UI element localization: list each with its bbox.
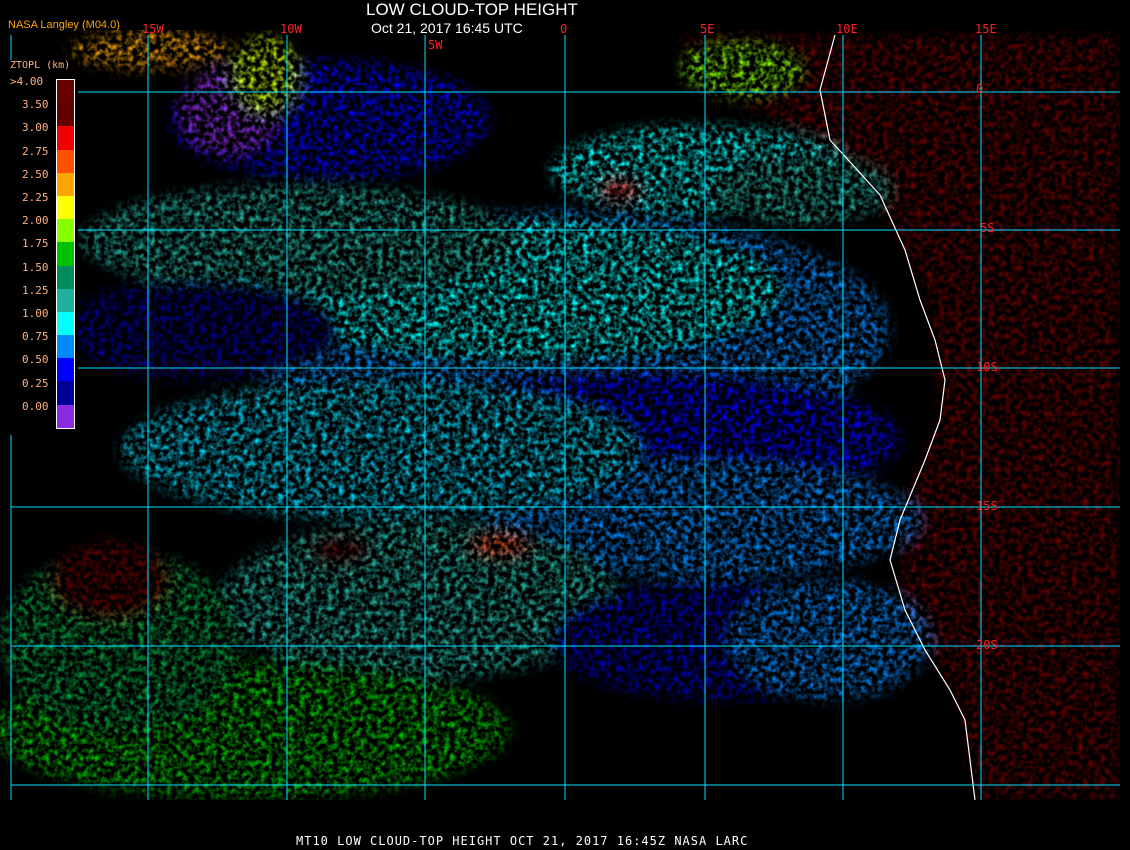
lon-label: 15E bbox=[975, 22, 997, 36]
lon-label: 10W bbox=[280, 22, 302, 36]
legend-label: 0.50 bbox=[22, 353, 49, 367]
lat-label: 5S bbox=[980, 221, 995, 235]
lon-label: 15W bbox=[142, 22, 164, 36]
legend-label: 2.50 bbox=[22, 167, 49, 181]
legend-swatch bbox=[57, 103, 74, 127]
legend-label: 2.00 bbox=[22, 214, 49, 228]
map-timestamp: Oct 21, 2017 16:45 UTC bbox=[371, 20, 523, 36]
legend-label: 3.00 bbox=[22, 121, 49, 135]
footer-caption: MT10 LOW CLOUD-TOP HEIGHT OCT 21, 2017 1… bbox=[296, 834, 749, 848]
lon-label: 5W bbox=[428, 38, 443, 52]
map-title: LOW CLOUD-TOP HEIGHT bbox=[366, 0, 578, 19]
lat-label: 0 bbox=[976, 82, 984, 96]
legend-label: >4.00 bbox=[10, 75, 44, 88]
legend-swatch bbox=[57, 80, 74, 104]
legend-label: 1.50 bbox=[22, 260, 49, 274]
lon-label: 0 bbox=[560, 22, 568, 36]
legend-swatch bbox=[57, 358, 74, 382]
legend-label: 0.75 bbox=[22, 330, 49, 344]
legend-swatch bbox=[57, 195, 74, 220]
legend-label: 2.25 bbox=[22, 191, 49, 204]
legend-label: 1.00 bbox=[22, 307, 49, 320]
lon-label: 10E bbox=[836, 22, 858, 36]
legend-label: 0.25 bbox=[22, 376, 49, 390]
legend-swatch bbox=[57, 172, 74, 196]
lon-label: 5E bbox=[700, 22, 715, 36]
legend-label: 2.75 bbox=[22, 144, 49, 158]
legend-swatch bbox=[57, 242, 74, 266]
legend-label: 0.00 bbox=[22, 399, 49, 413]
legend-label: 1.25 bbox=[22, 283, 49, 297]
lat-label: 20S bbox=[976, 638, 998, 652]
legend-swatch bbox=[57, 265, 74, 289]
lat-label: 15S bbox=[976, 499, 998, 513]
legend-swatch bbox=[57, 311, 74, 336]
colorbar bbox=[56, 79, 75, 429]
legend-swatch bbox=[57, 335, 74, 359]
legend-swatch bbox=[57, 381, 74, 405]
legend-swatch bbox=[57, 149, 74, 173]
legend-label: 3.50 bbox=[22, 98, 49, 112]
legend-swatch bbox=[57, 219, 74, 243]
color-legend: ZTOPL (km) >4.00 3.50 3.00 2.75 2.50 2.25 2.00… bbox=[8, 60, 78, 435]
cloud-field bbox=[0, 30, 1120, 800]
legend-swatch bbox=[57, 126, 74, 150]
lat-label: 10S bbox=[976, 360, 998, 374]
source-label: NASA Langley (M04.0) bbox=[8, 19, 120, 31]
legend-swatch bbox=[57, 288, 74, 312]
coastline bbox=[819, 34, 976, 801]
legend-title: ZTOPL (km) bbox=[10, 60, 71, 71]
graticule bbox=[10, 35, 1120, 800]
legend-label: 1.75 bbox=[22, 237, 49, 251]
legend-swatch bbox=[57, 404, 74, 428]
